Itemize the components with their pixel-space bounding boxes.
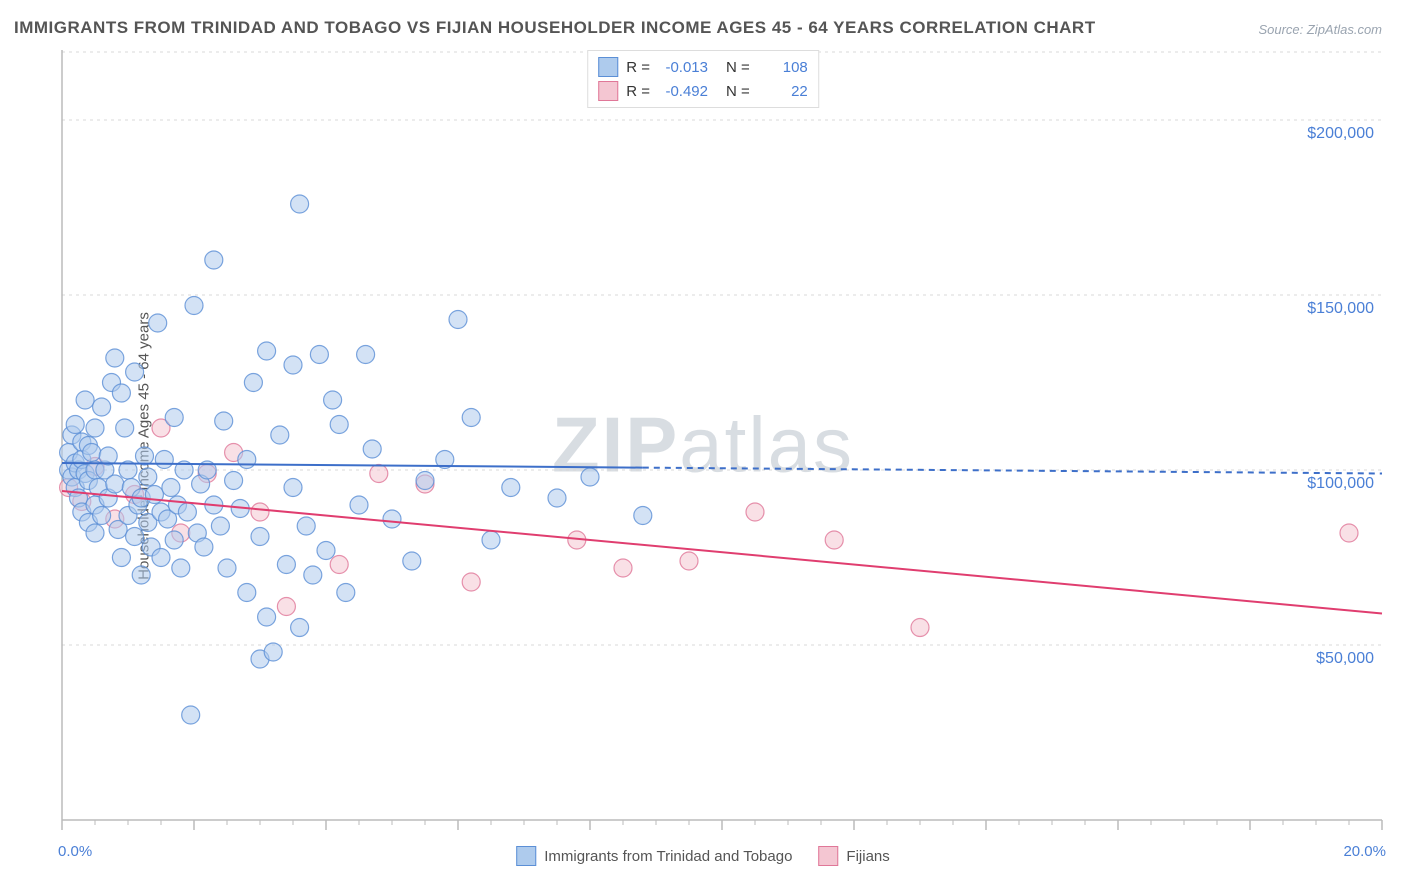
r-value: -0.013	[658, 59, 708, 76]
chart-title: IMMIGRANTS FROM TRINIDAD AND TOBAGO VS F…	[14, 18, 1096, 38]
legend-swatch-icon	[598, 57, 618, 77]
legend-swatch-icon	[818, 846, 838, 866]
scatter-chart: $50,000 $100,000 $150,000 $200,000	[54, 50, 1390, 832]
correlation-legend: R = -0.013 N = 108 R = -0.492 N = 22	[587, 50, 819, 108]
legend-label: Fijians	[846, 848, 889, 865]
correlation-legend-row: R = -0.492 N = 22	[598, 79, 808, 103]
n-label: N =	[726, 83, 750, 100]
x-tick-left: 0.0%	[58, 843, 92, 860]
n-label: N =	[726, 59, 750, 76]
source-label: Source: ZipAtlas.com	[1258, 22, 1382, 37]
svg-text:$200,000: $200,000	[1307, 125, 1374, 142]
legend-label: Immigrants from Trinidad and Tobago	[544, 848, 792, 865]
svg-text:$150,000: $150,000	[1307, 300, 1374, 317]
series-legend: Immigrants from Trinidad and Tobago Fiji…	[516, 846, 890, 866]
r-label: R =	[626, 83, 650, 100]
chart-area: $50,000 $100,000 $150,000 $200,000	[54, 50, 1390, 832]
svg-text:$50,000: $50,000	[1316, 650, 1374, 667]
x-tick-right: 20.0%	[1343, 843, 1386, 860]
legend-item: Fijians	[818, 846, 889, 866]
correlation-legend-row: R = -0.013 N = 108	[598, 55, 808, 79]
n-value: 108	[758, 59, 808, 76]
legend-swatch-icon	[598, 81, 618, 101]
n-value: 22	[758, 83, 808, 100]
svg-text:$100,000: $100,000	[1307, 475, 1374, 492]
r-label: R =	[626, 59, 650, 76]
legend-swatch-icon	[516, 846, 536, 866]
legend-item: Immigrants from Trinidad and Tobago	[516, 846, 792, 866]
r-value: -0.492	[658, 83, 708, 100]
